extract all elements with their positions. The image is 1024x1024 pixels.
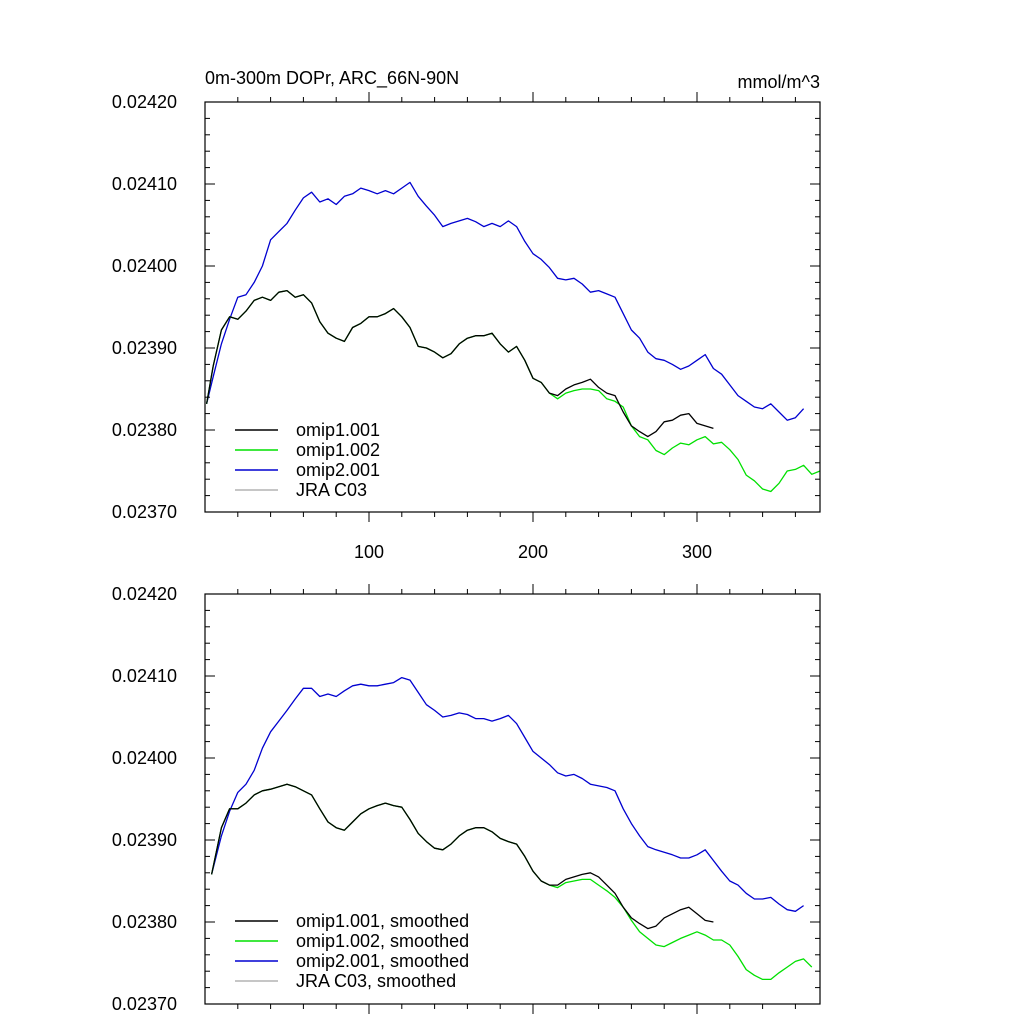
legend-label: omip2.001 [296, 460, 380, 480]
series-line-omip2-001 [210, 676, 804, 912]
y-tick-label: 0.02370 [112, 502, 177, 522]
series-line-omip2-001 [205, 181, 805, 421]
units-label: mmol/m^3 [738, 72, 820, 92]
x-tick-label: 200 [518, 542, 548, 562]
y-tick-label: 0.02410 [112, 666, 177, 686]
y-tick-label: 0.02380 [112, 912, 177, 932]
series-line-omip1-001 [210, 783, 714, 930]
y-tick-label: 0.02380 [112, 420, 177, 440]
legend-label: omip1.001, smoothed [296, 911, 469, 931]
y-tick-label: 0.02370 [112, 994, 177, 1014]
y-tick-label: 0.02390 [112, 338, 177, 358]
plot-frame [204, 101, 821, 513]
legend-label: omip2.001, smoothed [296, 951, 469, 971]
y-tick-label: 0.02390 [112, 830, 177, 850]
legend-label: JRA C03 [296, 480, 367, 500]
legend-label: omip1.001 [296, 420, 380, 440]
y-tick-label: 0.02400 [112, 748, 177, 768]
y-tick-label: 0.02410 [112, 174, 177, 194]
top-panel: 0.02370 0.02380 0.02390 0.02400 0.02410 0.024… [112, 92, 821, 562]
bottom-panel: 0.02370 0.02380 0.02390 0.02400 0.02410 0.024… [112, 584, 821, 1014]
legend-label: omip1.002, smoothed [296, 931, 469, 951]
plot-frame [204, 593, 821, 1005]
legend-label: JRA C03, smoothed [296, 971, 456, 991]
legend-label: omip1.002 [296, 440, 380, 460]
x-tick-label: 300 [682, 542, 712, 562]
series-line-omip1-001 [205, 289, 714, 438]
y-tick-label: 0.02420 [112, 92, 177, 112]
chart-title: 0m-300m DOPr, ARC_66N-90N [205, 68, 459, 89]
y-tick-label: 0.02420 [112, 584, 177, 604]
x-tick-label: 100 [354, 542, 384, 562]
y-tick-label: 0.02400 [112, 256, 177, 276]
